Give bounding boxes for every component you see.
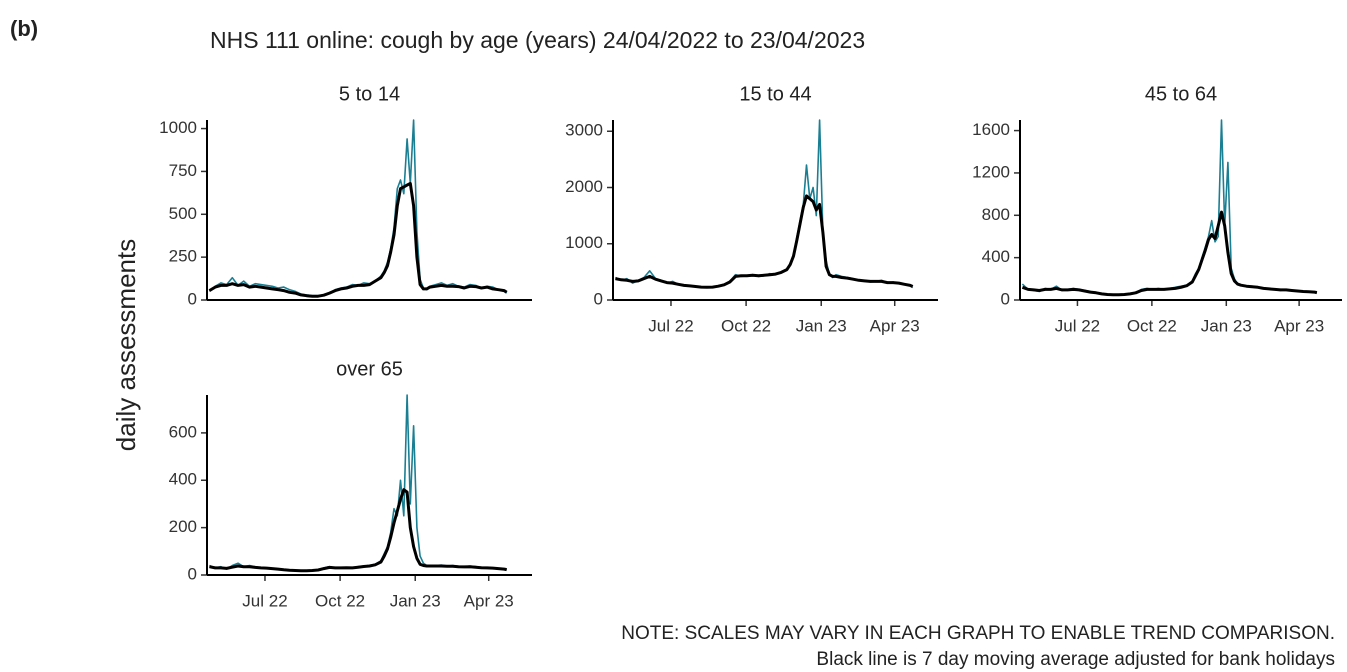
average-line <box>615 194 914 289</box>
panel-title: 15 to 44 <box>739 83 811 105</box>
y-tick-label: 1200 <box>972 162 1010 181</box>
y-tick-label: 600 <box>169 422 197 441</box>
y-tick-label: 0 <box>188 289 197 308</box>
y-tick-label: 1600 <box>972 120 1010 139</box>
x-tick-label: Jan 23 <box>1201 316 1252 335</box>
daily-line <box>615 119 914 289</box>
panel-title: 45 to 64 <box>1145 83 1217 105</box>
chart-title: NHS 111 online: cough by age (years) 24/… <box>210 27 865 53</box>
y-tick-label: 250 <box>169 247 197 266</box>
y-tick-label: 400 <box>169 470 197 489</box>
x-tick-label: Apr 23 <box>870 316 920 335</box>
y-tick-label: 200 <box>169 517 197 536</box>
y-tick-label: 0 <box>1001 289 1010 308</box>
panel-title: 5 to 14 <box>339 83 400 105</box>
y-tick-label: 1000 <box>159 118 197 137</box>
daily-line <box>208 119 508 297</box>
average-line <box>1021 210 1318 297</box>
y-tick-label: 3000 <box>565 121 603 140</box>
daily-line <box>1021 119 1318 296</box>
x-tick-label: Jan 23 <box>796 316 847 335</box>
y-tick-label: 800 <box>982 205 1010 224</box>
average-line <box>208 181 508 298</box>
note: Black line is 7 day moving average adjus… <box>816 649 1335 670</box>
y-tick-label: 400 <box>982 247 1010 266</box>
daily-line <box>209 394 507 572</box>
note: NOTE: SCALES MAY VARY IN EACH GRAPH TO E… <box>621 623 1335 644</box>
x-tick-label: Apr 23 <box>464 591 514 610</box>
x-tick-label: Jul 22 <box>242 591 287 610</box>
panel-title: over 65 <box>336 358 403 380</box>
y-tick-label: 500 <box>169 204 197 223</box>
y-tick-label: 0 <box>594 289 603 308</box>
x-tick-label: Oct 22 <box>1127 316 1177 335</box>
x-tick-label: Jul 22 <box>648 316 693 335</box>
x-tick-label: Apr 23 <box>1274 316 1324 335</box>
average-line <box>209 488 507 573</box>
y-axis-label: daily assessments <box>111 239 141 451</box>
x-tick-label: Jul 22 <box>1055 316 1100 335</box>
y-tick-label: 2000 <box>565 177 603 196</box>
x-tick-label: Oct 22 <box>721 316 771 335</box>
x-tick-label: Jan 23 <box>390 591 441 610</box>
y-tick-label: 750 <box>169 161 197 180</box>
y-tick-label: 1000 <box>565 233 603 252</box>
y-tick-label: 0 <box>188 564 197 583</box>
panel-label: (b) <box>10 16 38 41</box>
x-tick-label: Oct 22 <box>315 591 365 610</box>
